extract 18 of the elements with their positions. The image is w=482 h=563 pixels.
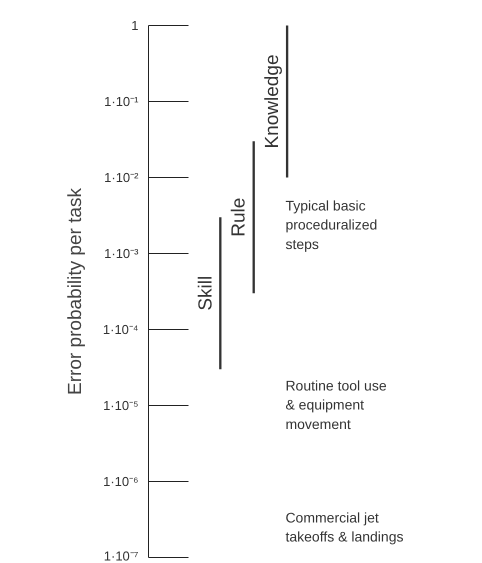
y-tick-label: 1·10⁻⁵ [103,398,139,413]
annotation: Knowledge [262,54,284,149]
y-tick-label: 1·10⁻² [104,170,140,185]
y-tick-label: 1·10⁻³ [104,246,140,261]
annotation: Typical basic proceduralized steps [285,198,378,252]
y-tick-label: 1 [131,18,139,33]
y-tick-label: 1·10⁻¹ [104,94,140,109]
annotation: Rule [228,198,250,237]
annotation: Routine tool use & equipment movement [285,378,387,432]
bar [219,217,222,370]
y-tick-label: 1·10⁻⁶ [103,474,139,489]
y-tick-label: 1·10⁻⁷ [104,548,139,563]
bar [252,141,255,294]
y-tick-label: 1·10⁻⁴ [102,322,139,337]
annotation: Commercial jet takeoffs & landings [285,510,404,545]
annotation: Skill [195,276,216,311]
bar [286,26,288,178]
y-axis-title: Error probability per task [64,188,86,395]
